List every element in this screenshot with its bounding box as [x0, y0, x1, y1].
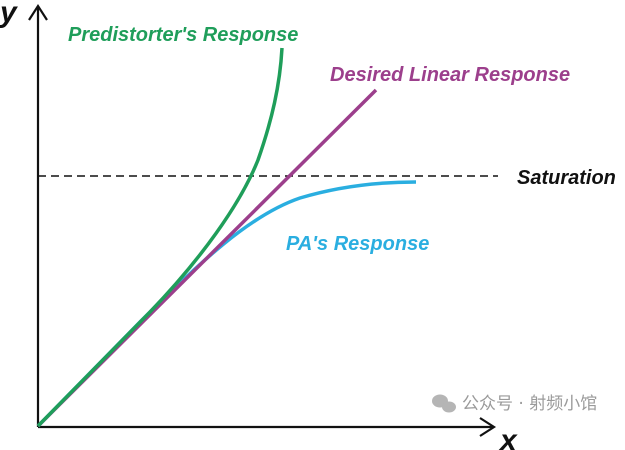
pa-label: PA's Response — [286, 233, 429, 255]
predistorter-response-curve — [36, 47, 284, 428]
linear-label: Desired Linear Response — [330, 64, 570, 86]
x-axis-arrow-icon — [479, 417, 497, 437]
watermark: 公众号 · 射频小馆 — [462, 394, 597, 414]
y-axis-arrow-icon — [28, 3, 48, 21]
y-axis-label: y — [0, 0, 18, 29]
saturation-label: Saturation — [517, 167, 616, 189]
wechat-icon — [432, 394, 456, 413]
x-axis-label: x — [498, 424, 518, 450]
predistorter-label: Predistorter's Response — [68, 24, 298, 46]
